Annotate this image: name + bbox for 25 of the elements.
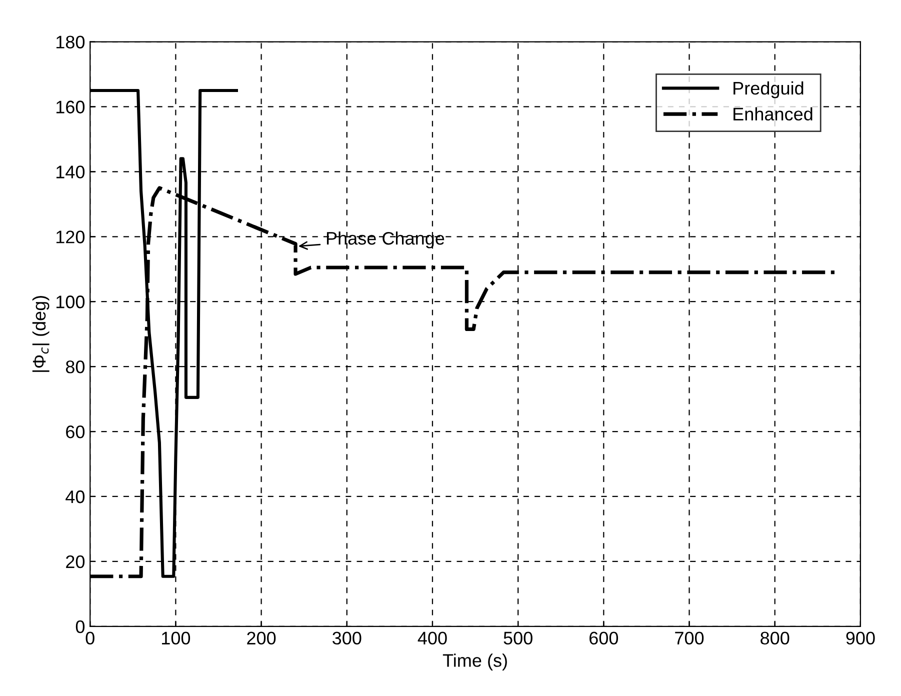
y-axis-title: |Φ$_{c}$| (deg) xyxy=(32,296,50,372)
legend-label: Enhanced xyxy=(734,107,812,121)
y-tick-label: 40 xyxy=(66,490,85,504)
x-tick-label: 300 xyxy=(332,632,362,645)
x-tick-label: 800 xyxy=(760,632,790,645)
y-tick-label: 0 xyxy=(76,620,85,634)
y-tick-label: 140 xyxy=(56,166,85,178)
x-tick-label: 900 xyxy=(846,632,875,645)
x-tick-label: 700 xyxy=(675,632,704,645)
legend-label: Predguid xyxy=(734,81,804,98)
x-tick-label: 200 xyxy=(247,632,276,645)
y-tick-label: 100 xyxy=(56,296,85,308)
x-tick-label: 0 xyxy=(86,632,94,645)
y-tick-label: 180 xyxy=(56,36,85,48)
y-tick-label: 20 xyxy=(66,555,85,568)
y-tick-label: 120 xyxy=(56,230,85,244)
x-tick-label: 600 xyxy=(590,632,618,645)
x-tick-label: 400 xyxy=(418,632,447,645)
x-tick-label: 100 xyxy=(162,632,190,645)
x-axis-title: Time (s) xyxy=(442,654,507,670)
x-tick-label: 500 xyxy=(504,632,532,645)
annotation: Phase Change xyxy=(326,231,444,248)
y-tick-label: 160 xyxy=(56,100,85,114)
y-tick-label: 60 xyxy=(66,425,85,438)
y-tick-label: 80 xyxy=(66,360,85,374)
